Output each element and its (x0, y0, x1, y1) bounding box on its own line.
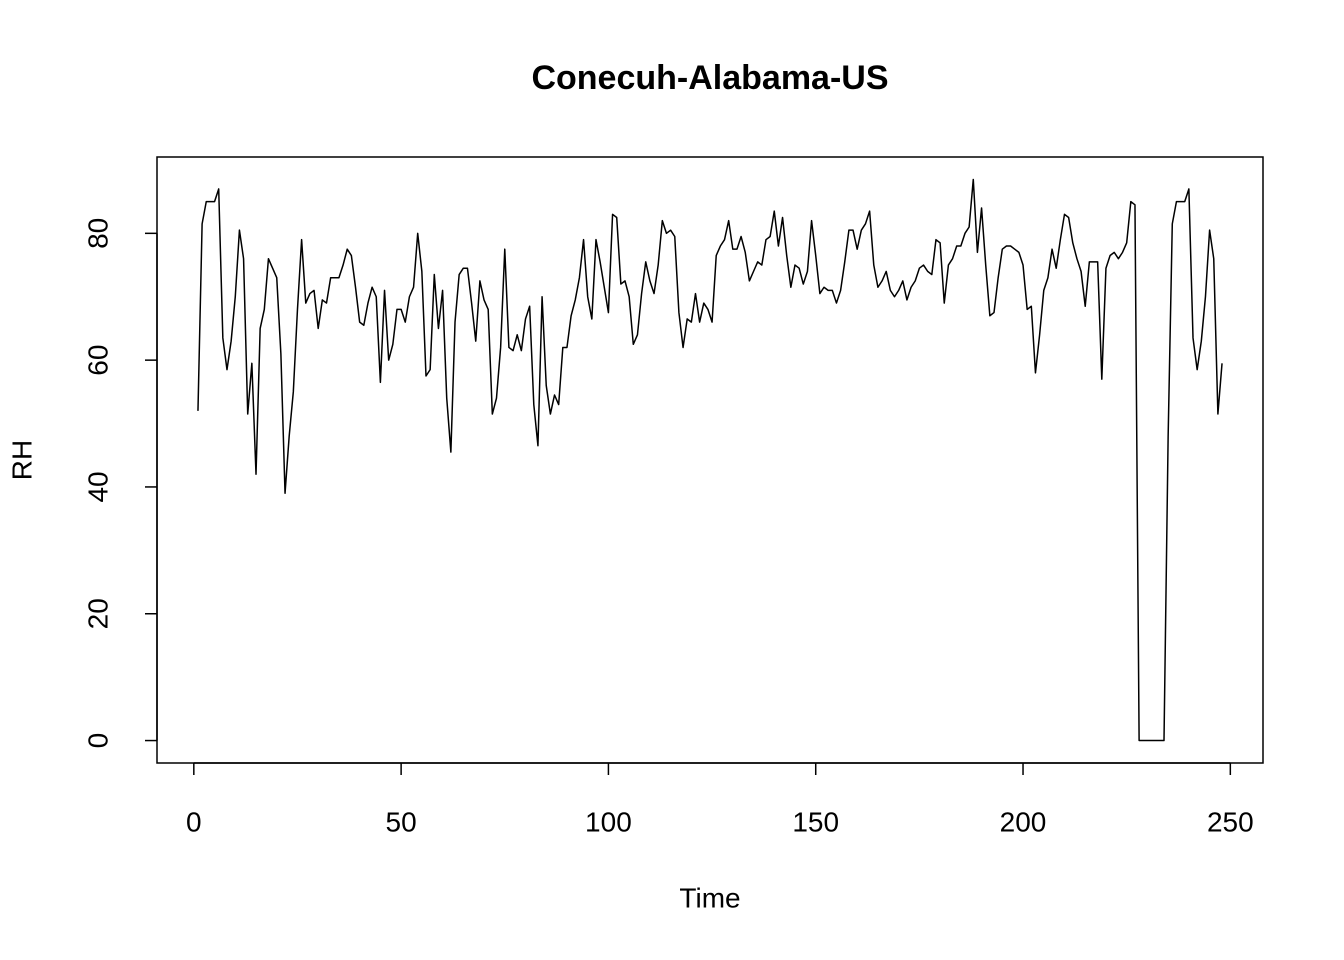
y-tick-label: 60 (82, 345, 113, 376)
y-tick-label: 20 (82, 598, 113, 629)
plot-box (156, 156, 1264, 764)
x-tick-label: 200 (1000, 806, 1047, 837)
x-axis-label: Time (679, 882, 740, 913)
y-tick-label: 80 (82, 218, 113, 249)
chart-title: Conecuh-Alabama-US (531, 59, 888, 97)
x-tick-label: 150 (792, 806, 839, 837)
x-tick-label: 250 (1207, 806, 1254, 837)
y-tick-label: 40 (82, 471, 113, 502)
y-axis-label: RH (6, 440, 37, 480)
x-tick-label: 100 (585, 806, 632, 837)
x-tick-label: 0 (186, 806, 202, 837)
x-tick-label: 50 (386, 806, 417, 837)
data-line (197, 178, 1223, 742)
y-tick-label: 0 (82, 733, 113, 749)
